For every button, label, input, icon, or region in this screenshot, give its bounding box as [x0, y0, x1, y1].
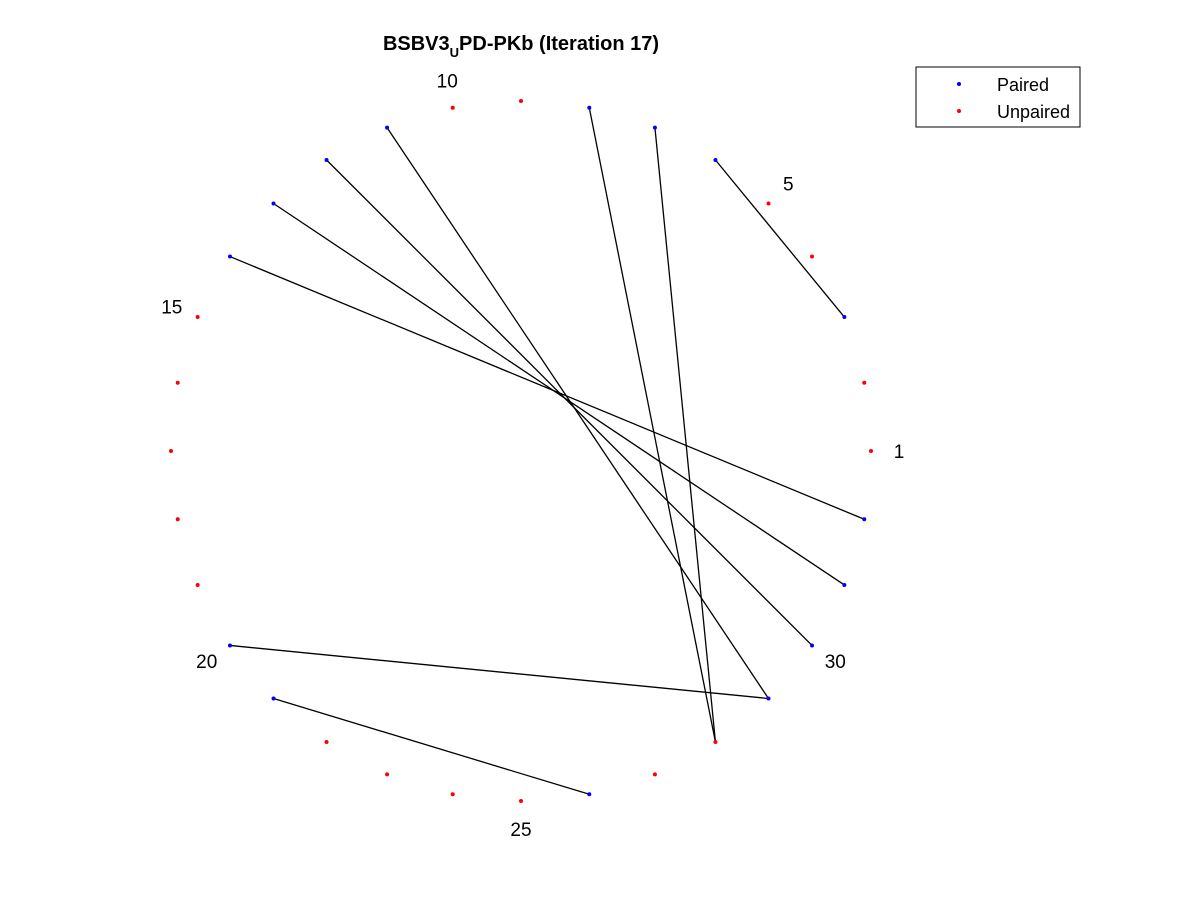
- position-point-12: [324, 157, 329, 162]
- pair-line-8-28: [588, 107, 717, 743]
- position-point-28: [713, 740, 718, 745]
- position-point-25: [519, 799, 523, 803]
- position-label-5: 5: [783, 175, 794, 196]
- pair-line-7-28: [654, 127, 717, 743]
- legend: Paired Unpaired: [915, 66, 1081, 128]
- position-point-7: [652, 125, 657, 130]
- position-point-22: [324, 740, 329, 745]
- pair-lines: [229, 107, 865, 795]
- position-point-16: [175, 380, 180, 385]
- position-point-2: [862, 380, 867, 385]
- legend-label-unpaired: Unpaired: [997, 102, 1070, 122]
- pair-line-20-29: [229, 644, 769, 700]
- chart-title-suffix: PD-PKb (Iteration 17): [459, 33, 659, 55]
- position-point-11: [385, 125, 390, 130]
- position-label-1: 1: [894, 442, 905, 463]
- position-point-13: [271, 201, 276, 206]
- legend-marker-paired: [957, 82, 961, 86]
- position-label-25: 25: [510, 820, 531, 841]
- position-label-20: 20: [196, 652, 217, 673]
- position-point-18: [175, 517, 180, 522]
- position-point-3: [842, 315, 847, 320]
- position-point-30: [810, 643, 815, 648]
- pair-line-12-30: [326, 159, 813, 646]
- legend-box: [915, 66, 1081, 128]
- position-point-23: [385, 772, 390, 777]
- pair-line-14-32: [229, 255, 865, 520]
- position-point-9: [519, 99, 523, 103]
- pair-line-3-6: [714, 159, 845, 318]
- position-point-29: [766, 696, 771, 701]
- position-point-20: [227, 643, 232, 648]
- position-point-32: [862, 517, 867, 522]
- position-point-10: [450, 105, 455, 110]
- position-point-26: [587, 792, 592, 797]
- pair-line-13-31: [273, 202, 845, 586]
- position-point-14: [227, 254, 232, 259]
- position-point-5: [766, 201, 771, 206]
- pair-line-11-29: [386, 127, 770, 699]
- position-point-8: [587, 105, 592, 110]
- position-point-17: [169, 449, 173, 453]
- pair-line-21-26: [273, 697, 590, 795]
- position-point-4: [810, 254, 815, 259]
- position-label-15: 15: [161, 297, 182, 318]
- position-point-6: [713, 157, 718, 162]
- legend-marker-unpaired: [957, 109, 961, 113]
- position-label-30: 30: [825, 652, 846, 673]
- chart-title: BSBV3UPD-PKb (Iteration 17): [383, 33, 659, 60]
- legend-label-paired: Paired: [997, 75, 1049, 95]
- position-point-21: [271, 696, 276, 701]
- position-point-24: [450, 792, 455, 797]
- position-points: [169, 99, 873, 803]
- position-point-15: [195, 315, 200, 320]
- position-point-1: [869, 449, 873, 453]
- chart-title-prefix: BSBV3: [383, 33, 450, 55]
- position-point-19: [195, 582, 200, 587]
- position-point-31: [842, 582, 847, 587]
- position-point-27: [652, 772, 657, 777]
- chart-title-subscript: U: [450, 45, 459, 60]
- position-label-10: 10: [437, 71, 458, 92]
